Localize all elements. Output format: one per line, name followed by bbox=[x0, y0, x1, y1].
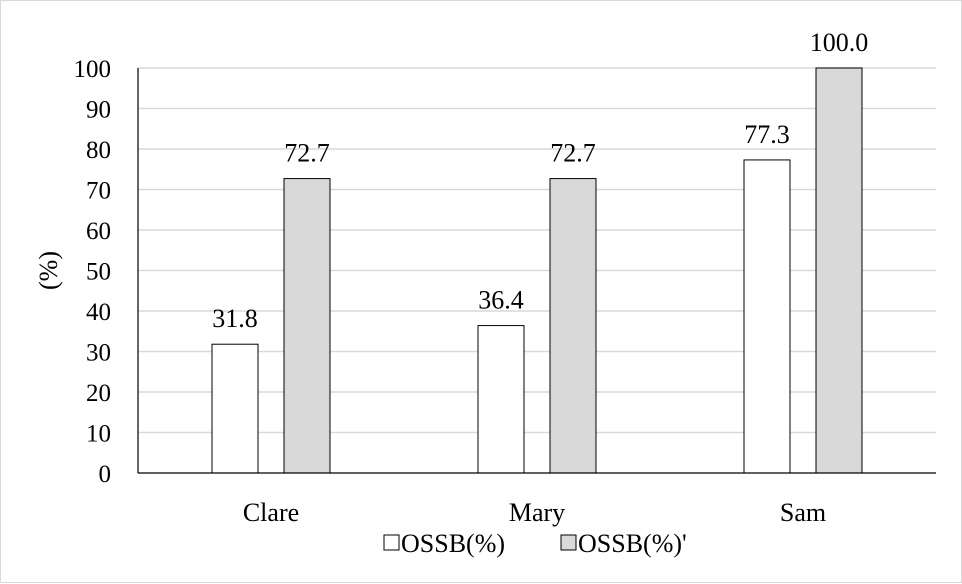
y-tick-label: 10 bbox=[86, 421, 111, 448]
bar bbox=[211, 343, 259, 474]
y-tick-label: 100 bbox=[74, 56, 112, 83]
x-tick-label: Clare bbox=[243, 498, 299, 527]
y-tick-label: 60 bbox=[86, 218, 111, 245]
y-tick-label: 30 bbox=[86, 340, 111, 367]
bar bbox=[283, 178, 331, 474]
data-label: 72.7 bbox=[284, 139, 330, 168]
legend-swatch bbox=[383, 534, 400, 551]
legend-label: OSSB(%) bbox=[401, 529, 505, 558]
bar bbox=[743, 159, 791, 474]
y-tick-label: 90 bbox=[86, 97, 111, 124]
bar bbox=[549, 178, 597, 474]
gridlines bbox=[138, 67, 936, 434]
legend-label: OSSB(%)' bbox=[578, 529, 687, 558]
bar bbox=[477, 325, 525, 474]
y-tick-label: 70 bbox=[86, 178, 111, 205]
data-label: 77.3 bbox=[744, 120, 790, 149]
data-labels: 31.8 72.7 36.4 72.7 77.3 100.0 bbox=[212, 28, 868, 333]
y-tick-label: 80 bbox=[86, 137, 111, 164]
x-tick-label: Mary bbox=[509, 498, 565, 527]
y-axis-title: (%) bbox=[34, 251, 63, 290]
bar bbox=[815, 67, 863, 474]
y-tick-label: 20 bbox=[86, 380, 111, 407]
legend-swatch bbox=[560, 534, 577, 551]
data-label: 72.7 bbox=[550, 139, 596, 168]
y-tick-label: 40 bbox=[86, 299, 111, 326]
y-tick-label: 0 bbox=[99, 461, 112, 488]
data-label: 31.8 bbox=[212, 304, 258, 333]
legend: OSSB(%) OSSB(%)' bbox=[383, 529, 687, 558]
data-label: 36.4 bbox=[478, 286, 524, 315]
y-tick-label: 50 bbox=[86, 259, 111, 286]
x-tick-label: Sam bbox=[780, 498, 826, 527]
axes: 0 10 20 30 40 50 60 70 80 90 100 Clare Mary Sam bbox=[74, 56, 936, 527]
data-label: 100.0 bbox=[810, 28, 869, 57]
